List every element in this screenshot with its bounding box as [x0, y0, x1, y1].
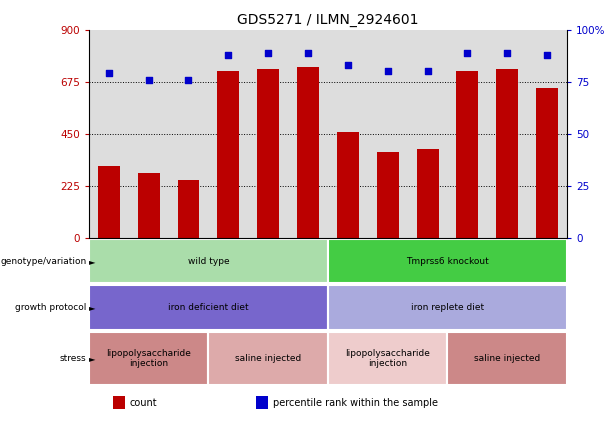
Point — [343, 62, 353, 69]
Text: ►: ► — [89, 303, 96, 312]
Bar — [208, 332, 328, 385]
Text: lipopolysaccharide
injection: lipopolysaccharide injection — [106, 349, 191, 368]
Bar — [487, 30, 527, 238]
Text: stress: stress — [60, 354, 86, 363]
Bar — [417, 149, 438, 238]
Bar — [113, 396, 125, 409]
Title: GDS5271 / ILMN_2924601: GDS5271 / ILMN_2924601 — [237, 13, 419, 27]
Point — [542, 51, 552, 58]
Point — [423, 68, 433, 75]
Bar — [408, 30, 447, 238]
Bar — [89, 286, 328, 330]
Bar — [257, 69, 279, 238]
Bar — [208, 30, 248, 238]
Bar — [89, 239, 328, 283]
Point — [463, 49, 473, 56]
Point — [223, 51, 233, 58]
Text: saline injected: saline injected — [474, 354, 541, 363]
Bar — [447, 332, 567, 385]
Bar — [178, 180, 199, 238]
Bar — [89, 30, 129, 238]
Point — [383, 68, 392, 75]
Bar — [328, 332, 447, 385]
Bar — [169, 30, 208, 238]
Text: ►: ► — [89, 257, 96, 266]
Text: saline injected: saline injected — [235, 354, 302, 363]
Bar — [457, 71, 478, 238]
Point — [143, 76, 153, 83]
Bar — [218, 71, 239, 238]
Bar — [337, 132, 359, 238]
Text: percentile rank within the sample: percentile rank within the sample — [273, 398, 438, 407]
Bar — [527, 30, 567, 238]
Bar — [328, 286, 567, 330]
Bar — [256, 396, 268, 409]
Bar — [98, 166, 120, 238]
Point — [104, 70, 114, 77]
Text: count: count — [129, 398, 157, 407]
Point — [303, 49, 313, 56]
Bar — [248, 30, 288, 238]
Bar — [297, 67, 319, 238]
Text: iron deficient diet: iron deficient diet — [168, 303, 249, 312]
Bar — [328, 30, 368, 238]
Bar — [536, 88, 558, 238]
Text: genotype/variation: genotype/variation — [0, 257, 86, 266]
Bar — [129, 30, 169, 238]
Bar — [89, 332, 208, 385]
Bar — [497, 69, 518, 238]
Point — [264, 49, 273, 56]
Bar — [138, 173, 159, 238]
Text: growth protocol: growth protocol — [15, 303, 86, 312]
Text: Tmprss6 knockout: Tmprss6 knockout — [406, 257, 489, 266]
Bar — [328, 239, 567, 283]
Bar — [368, 30, 408, 238]
Bar — [288, 30, 328, 238]
Text: ►: ► — [89, 354, 96, 363]
Text: iron replete diet: iron replete diet — [411, 303, 484, 312]
Bar — [377, 152, 398, 238]
Bar — [447, 30, 487, 238]
Point — [184, 76, 194, 83]
Text: wild type: wild type — [188, 257, 229, 266]
Text: lipopolysaccharide
injection: lipopolysaccharide injection — [345, 349, 430, 368]
Point — [503, 49, 512, 56]
